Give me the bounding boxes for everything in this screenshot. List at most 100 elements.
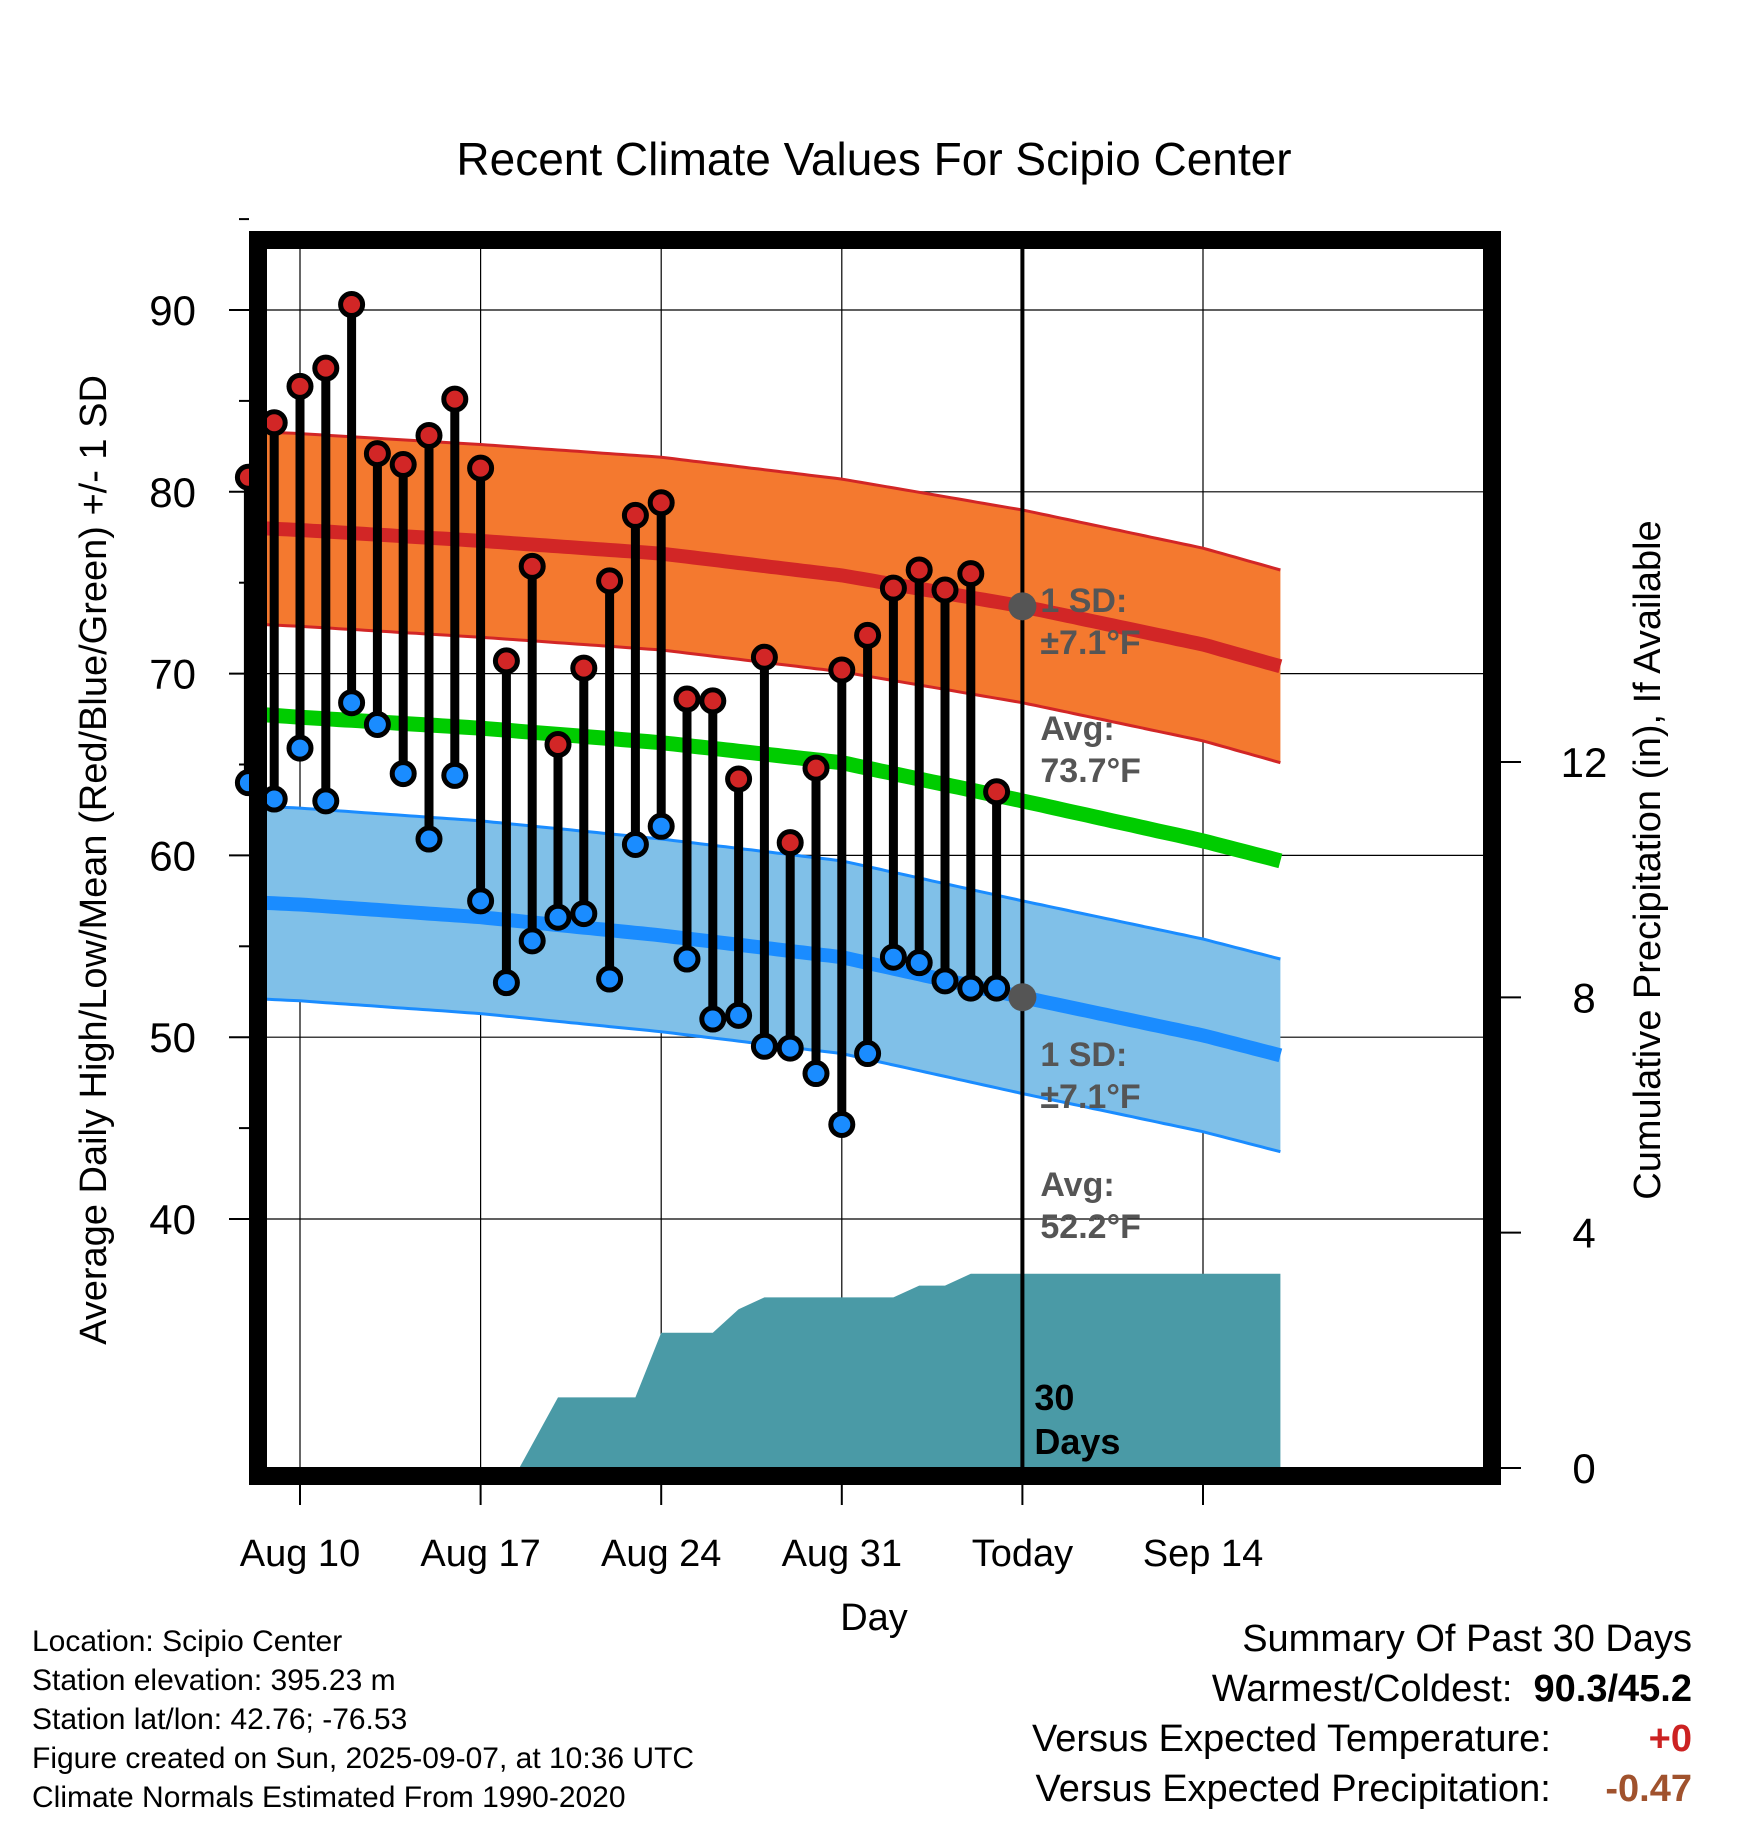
x-tick-label: Sep 14	[1143, 1533, 1263, 1575]
low-point	[776, 1034, 804, 1062]
low-point	[286, 734, 314, 762]
y2-tick-label: 8	[1572, 974, 1595, 1021]
low-point	[518, 927, 546, 955]
low-point	[467, 887, 495, 915]
today-low-avg-marker	[1008, 983, 1037, 1012]
summary-panel: Summary Of Past 30 Days Warmest/Coldest:…	[1032, 1614, 1692, 1814]
x-tick-label: Aug 24	[601, 1533, 721, 1575]
summary-title: Summary Of Past 30 Days	[1242, 1618, 1692, 1660]
high-point	[389, 451, 417, 479]
low-point	[750, 1032, 778, 1060]
low-point	[441, 761, 469, 789]
low-point	[621, 830, 649, 858]
chart-title: Recent Climate Values For Scipio Center	[456, 133, 1291, 185]
low-sd-band	[264, 806, 1281, 1152]
low-point	[312, 787, 340, 815]
y2-tick-label: 0	[1572, 1445, 1595, 1492]
temp-label: Versus Expected Temperature:	[1031, 1718, 1551, 1760]
warmest-value: 90.3/45.2	[1533, 1668, 1692, 1710]
window-label-unit: Days	[1034, 1421, 1120, 1462]
warmest-label: Warmest/Coldest:	[1211, 1668, 1513, 1710]
high-point	[312, 354, 340, 382]
sd-value-high: ±7.1°F	[1040, 624, 1140, 662]
sd-label-high: 1 SD:	[1040, 582, 1127, 620]
elevation-text: Station elevation: 395.23 m	[32, 1664, 396, 1697]
y-axis-label: Average Daily High/Low/Mean (Red/Blue/Gr…	[73, 375, 115, 1345]
high-point	[750, 643, 778, 671]
low-point	[879, 943, 907, 971]
low-point	[389, 760, 417, 788]
y-tick-label: 60	[149, 832, 196, 879]
summary-precip-row: Versus Expected Precipitation: -0.47	[1032, 1764, 1692, 1814]
low-point	[905, 949, 933, 977]
station-info: Location: Scipio Center Station elevatio…	[32, 1622, 694, 1817]
low-point	[828, 1110, 856, 1138]
axes: 40 50 60 70 80 90 0 4 8 12 Aug 10 Aug 17 Aug 24 Aug 3…	[149, 218, 1608, 1575]
plot-area	[264, 430, 1283, 1468]
high-point	[441, 385, 469, 413]
today-high-avg-marker	[1008, 592, 1037, 621]
high-point	[338, 291, 366, 319]
y-tick-label: 90	[149, 287, 196, 334]
low-point	[544, 903, 572, 931]
high-point	[802, 754, 830, 782]
high-point	[570, 654, 598, 682]
x-tick-label: Aug 31	[782, 1533, 902, 1575]
high-point	[879, 574, 907, 602]
precip-value: -0.47	[1605, 1768, 1692, 1810]
low-point	[983, 974, 1011, 1002]
x-tick-label: Today	[972, 1533, 1073, 1575]
plot-frame	[249, 231, 1501, 1485]
normal-low-line	[264, 895, 1283, 1063]
high-point	[905, 556, 933, 584]
sd-value-low: ±7.1°F	[1040, 1078, 1140, 1116]
high-point	[673, 685, 701, 713]
summary-temp-row: Versus Expected Temperature: +0	[1032, 1714, 1692, 1764]
low-point	[854, 1040, 882, 1068]
annotations: 1 SD: ±7.1°F Avg: 73.7°F 1 SD: ±7.1°F Avg: 52.2…	[1034, 582, 1141, 1462]
avg-value-high: 73.7°F	[1040, 752, 1141, 790]
high-point	[544, 731, 572, 759]
y-tick-label: 80	[149, 469, 196, 516]
y-tick-label: 70	[149, 651, 196, 698]
high-point	[699, 687, 727, 715]
high-point	[363, 440, 391, 468]
high-point	[776, 829, 804, 857]
high-point	[854, 621, 882, 649]
sd-label-low: 1 SD:	[1040, 1036, 1127, 1074]
high-point	[957, 560, 985, 588]
x-axis-label: Day	[840, 1597, 908, 1639]
low-point	[957, 974, 985, 1002]
normals-text: Climate Normals Estimated From 1990-2020	[32, 1781, 626, 1814]
high-point	[983, 778, 1011, 806]
high-point	[492, 647, 520, 675]
y2-tick-label: 12	[1561, 739, 1608, 786]
high-point	[931, 576, 959, 604]
high-point	[467, 454, 495, 482]
high-sd-band	[264, 431, 1281, 763]
high-point	[828, 656, 856, 684]
high-point	[621, 501, 649, 529]
precip-label: Versus Expected Precipitation:	[1035, 1768, 1551, 1810]
low-point	[802, 1060, 830, 1088]
summary-warmest-row: Warmest/Coldest: 90.3/45.2	[1032, 1664, 1692, 1714]
x-tick-label: Aug 17	[420, 1533, 540, 1575]
low-point	[596, 965, 624, 993]
avg-value-low: 52.2°F	[1040, 1208, 1141, 1246]
low-point	[415, 825, 443, 853]
high-point	[415, 421, 443, 449]
high-point	[725, 765, 753, 793]
low-point	[570, 900, 598, 928]
avg-label-low: Avg:	[1040, 1166, 1114, 1204]
high-point	[518, 552, 546, 580]
low-sd-band-upper-edge	[264, 804, 1281, 961]
low-point	[363, 711, 391, 739]
avg-label-high: Avg:	[1040, 710, 1114, 748]
low-point	[647, 812, 675, 840]
y2-tick-label: 4	[1572, 1210, 1595, 1257]
precip-area	[519, 1273, 1281, 1468]
y2-axis-label: Cumulative Precipitation (in), If Availa…	[1627, 520, 1669, 1199]
temp-value: +0	[1648, 1718, 1692, 1760]
created-text: Figure created on Sun, 2025-09-07, at 10…	[32, 1742, 695, 1775]
